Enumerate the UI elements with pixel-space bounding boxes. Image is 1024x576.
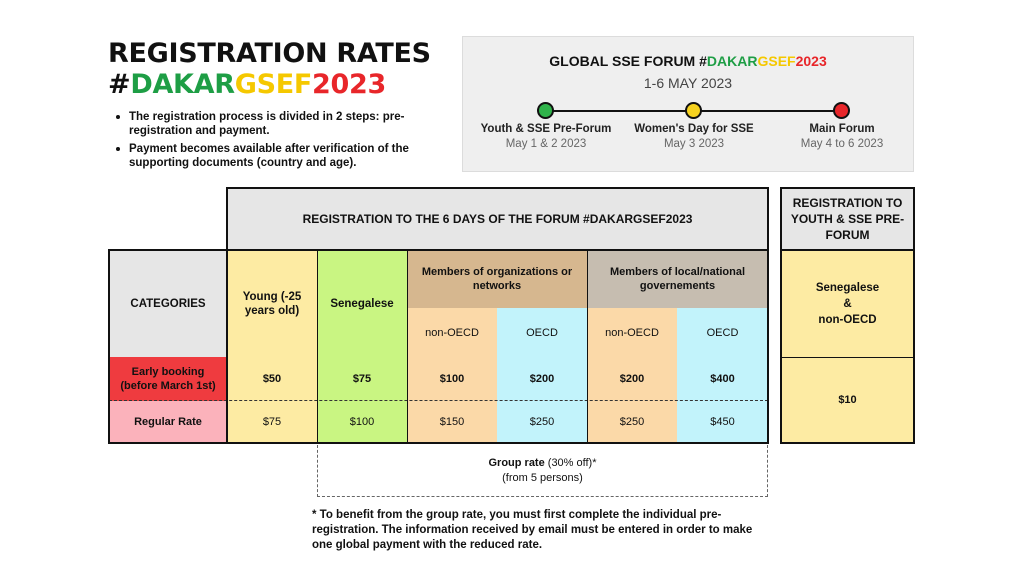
bullet-item: The registration process is divided in 2… — [116, 110, 456, 138]
green-dot-icon — [537, 102, 554, 119]
hashtag-gsef: GSEF — [234, 69, 313, 100]
hashtag-hash: # — [108, 69, 131, 100]
event-name: Youth & SSE Pre-Forum — [480, 123, 612, 135]
regular-rate-label: Regular Rate — [109, 401, 227, 443]
event-date: May 4 to 6 2023 — [800, 138, 884, 150]
event-date: May 1 & 2 2023 — [505, 138, 587, 150]
group-rate-line: Group rate (30% off)* — [488, 456, 596, 471]
early-price-young: $50 — [227, 357, 317, 401]
forum-title-year: 2023 — [795, 53, 827, 69]
forum-timeline-box: GLOBAL SSE FORUM #DAKARGSEF2023 1-6 MAY … — [462, 36, 914, 172]
row-separator — [109, 400, 768, 401]
preforum-category-line: non-OECD — [818, 313, 877, 326]
group-rate-note: (from 5 persons) — [502, 471, 583, 484]
red-dot-icon — [833, 102, 850, 119]
gov-oecd-header: OECD — [677, 308, 768, 357]
regular-price-young: $75 — [227, 401, 317, 443]
organizations-header: Members of organizations or networks — [407, 250, 587, 308]
senegalese-header: Senegalese — [317, 250, 407, 357]
regular-price-gov-non-oecd: $250 — [587, 401, 677, 443]
timeline-event: Women's Day for SSE May 3 2023 — [619, 123, 769, 150]
early-price-gov-non-oecd: $200 — [587, 357, 677, 401]
org-non-oecd-header: non-OECD — [407, 308, 497, 357]
forum-title: GLOBAL SSE FORUM #DAKARGSEF2023 — [463, 53, 913, 69]
forum-title-gsef: GSEF — [757, 53, 796, 69]
forum-dates: 1-6 MAY 2023 — [643, 75, 733, 91]
preforum-category-line: & — [843, 297, 852, 310]
footnote: * To benefit from the group rate, you mu… — [312, 509, 753, 551]
hashtag-line: #DAKARGSEF2023 — [108, 69, 431, 100]
column-divider — [587, 250, 588, 443]
early-price-senegalese: $75 — [317, 357, 407, 401]
young-header: Young (-25 years old) — [227, 250, 317, 357]
info-bullets: The registration process is divided in 2… — [116, 110, 456, 174]
early-price-org-non-oecd: $100 — [407, 357, 497, 401]
preforum-price: $10 — [781, 357, 914, 443]
preforum-category: Senegalese & non-OECD — [781, 250, 914, 357]
timeline-event: Main Forum May 4 to 6 2023 — [767, 123, 917, 150]
column-divider — [407, 250, 408, 443]
preforum-header: REGISTRATION TO YOUTH & SSE PRE-FORUM — [781, 188, 914, 250]
hashtag-dakar: DAKAR — [130, 69, 235, 100]
governments-header: Members of local/national governements — [587, 250, 768, 308]
org-oecd-header: OECD — [497, 308, 587, 357]
title-line: REGISTRATION RATES — [108, 38, 431, 69]
column-divider — [317, 250, 318, 443]
regular-price-org-oecd: $250 — [497, 401, 587, 443]
regular-price-org-non-oecd: $150 — [407, 401, 497, 443]
categories-header: CATEGORIES — [109, 250, 227, 357]
bullet-item: Payment becomes available after verifica… — [116, 142, 456, 170]
group-rate-discount: (30% off)* — [547, 456, 597, 469]
regular-price-senegalese: $100 — [317, 401, 407, 443]
event-name: Women's Day for SSE — [634, 123, 754, 135]
preforum-row-divider — [781, 357, 914, 358]
early-price-org-oecd: $200 — [497, 357, 587, 401]
timeline-event: Youth & SSE Pre-Forum May 1 & 2 2023 — [471, 123, 621, 150]
group-rate-label: Group rate — [488, 456, 545, 469]
early-price-gov-oecd: $400 — [677, 357, 768, 401]
early-booking-label: Early booking (before March 1st) — [109, 357, 227, 401]
yellow-dot-icon — [685, 102, 702, 119]
page-title: REGISTRATION RATES #DAKARGSEF2023 — [108, 38, 431, 100]
forum-registration-header: REGISTRATION TO THE 6 DAYS OF THE FORUM … — [227, 188, 768, 250]
event-date: May 3 2023 — [663, 138, 725, 150]
group-rate-box: Group rate (30% off)* (from 5 persons) — [317, 445, 768, 497]
forum-title-dakar: DAKAR — [706, 53, 758, 69]
hashtag-year: 2023 — [312, 69, 386, 100]
gov-non-oecd-header: non-OECD — [587, 308, 677, 357]
regular-price-gov-oecd: $450 — [677, 401, 768, 443]
event-name: Main Forum — [809, 123, 875, 135]
forum-title-prefix: GLOBAL SSE FORUM # — [549, 53, 707, 69]
preforum-category-line: Senegalese — [815, 281, 880, 294]
